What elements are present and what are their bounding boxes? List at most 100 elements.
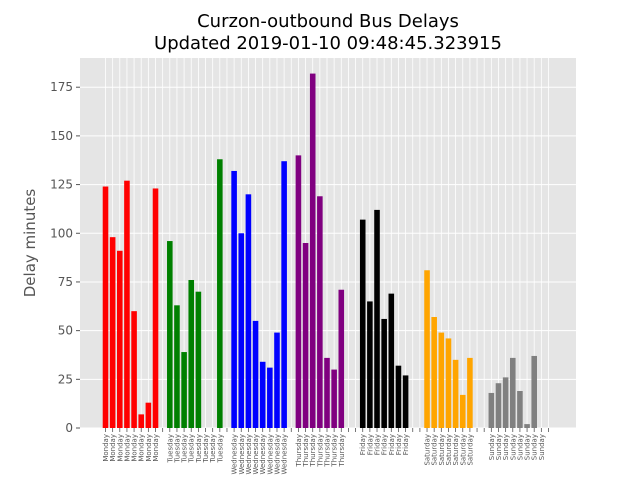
x-tick-label: Wednesday <box>252 434 260 475</box>
x-tick-label: Wednesday <box>245 434 253 475</box>
x-tick-label: Saturday <box>424 434 432 466</box>
bar-wednesday <box>231 170 237 428</box>
bar-wednesday <box>259 361 266 428</box>
bar-sunday <box>488 392 495 428</box>
chart-title-line2: Updated 2019-01-10 09:48:45.323915 <box>154 33 502 54</box>
bar-wednesday <box>252 320 259 428</box>
bar-sunday <box>502 377 509 428</box>
x-tick-label: Tuesday <box>202 434 210 463</box>
x-tick-label: Sunday <box>495 434 503 460</box>
y-tick-label: 100 <box>50 226 73 240</box>
x-tick-label: Wednesday <box>259 434 267 475</box>
bar-friday <box>359 219 366 428</box>
x-tick-label: Friday <box>395 434 403 455</box>
bar-wednesday <box>281 161 287 429</box>
x-tick-label: Sunday <box>524 434 532 460</box>
bar-friday <box>402 375 409 428</box>
x-tick-label: Tuesday <box>173 434 181 463</box>
x-tick-label: Tuesday <box>209 434 217 463</box>
bar-sunday <box>524 424 530 428</box>
x-tick-label: Sunday <box>516 434 524 460</box>
bar-saturday <box>431 317 437 428</box>
bar-friday <box>395 365 402 428</box>
x-tick-label: Sunday <box>538 434 546 460</box>
x-tick-label: Thursday <box>331 434 339 468</box>
x-tick-label: Sunday <box>509 434 517 460</box>
bar-tuesday <box>181 352 187 428</box>
x-tick-label: Friday <box>359 434 367 455</box>
x-tick-label: Friday <box>374 434 382 455</box>
x-tick-label: Sunday <box>502 434 510 460</box>
bar-thursday <box>295 155 302 429</box>
bar-tuesday <box>217 159 223 428</box>
x-tick-label: Tuesday <box>181 434 189 463</box>
x-tick-label: Thursday <box>316 434 324 468</box>
y-tick-label: 0 <box>65 421 73 435</box>
bar-monday <box>138 414 145 428</box>
bar-wednesday <box>267 367 273 428</box>
bar-group <box>102 73 537 429</box>
x-tick-label: Saturday <box>466 434 474 466</box>
x-tick-label: Thursday <box>338 434 346 468</box>
x-tick-label: Monday <box>131 434 139 462</box>
x-tick-label: Saturday <box>438 434 446 466</box>
bar-monday <box>109 237 116 428</box>
y-axis-label: Delay minutes <box>21 189 39 298</box>
y-tick-label: 75 <box>58 275 73 289</box>
x-tick-label: Friday <box>381 434 389 455</box>
x-tick-label: Thursday <box>295 434 303 468</box>
y-tick-label: 150 <box>50 129 73 143</box>
x-tick-label: Monday <box>123 434 131 462</box>
bar-monday <box>117 250 123 428</box>
bar-sunday <box>509 357 516 428</box>
bar-monday <box>152 188 159 428</box>
x-tick-label: Wednesday <box>281 434 289 475</box>
bar-tuesday <box>188 280 195 428</box>
bar-friday <box>388 293 395 428</box>
x-tick-label: Friday <box>402 434 410 455</box>
bar-friday <box>367 301 373 428</box>
y-tick-label: 175 <box>50 80 73 94</box>
bar-sunday <box>495 383 502 428</box>
x-axis-ticks: Monday Monday Monday Monday Monday Monday Mond… <box>102 428 549 475</box>
x-tick-label: Thursday <box>324 434 332 468</box>
x-tick-label: Sunday <box>531 434 539 460</box>
bar-monday <box>131 311 137 428</box>
x-tick-label: Wednesday <box>231 434 239 475</box>
x-tick-label: Thursday <box>309 434 317 468</box>
x-tick-label: Wednesday <box>238 434 246 475</box>
x-tick-label: Monday <box>145 434 153 462</box>
bar-thursday <box>302 243 309 428</box>
x-tick-label: Saturday <box>459 434 467 466</box>
x-tick-label: Tuesday <box>166 434 174 463</box>
bar-saturday <box>452 359 459 428</box>
x-tick-label: Sunday <box>488 434 496 460</box>
bar-wednesday <box>274 332 280 428</box>
bar-saturday <box>445 338 452 428</box>
x-tick-label: Wednesday <box>266 434 274 475</box>
bar-monday <box>145 402 152 428</box>
bar-tuesday <box>167 241 173 428</box>
bar-thursday <box>309 73 316 428</box>
x-tick-label: Monday <box>138 434 146 462</box>
chart-title-line1: Curzon-outbound Bus Delays <box>197 11 459 32</box>
bar-monday <box>102 186 109 428</box>
x-tick-label: Monday <box>109 434 117 462</box>
y-tick-label: 50 <box>58 324 73 338</box>
x-tick-label: Tuesday <box>216 434 224 463</box>
x-tick-label: Tuesday <box>188 434 196 463</box>
x-tick-label: Friday <box>388 434 396 455</box>
y-axis-ticks: 0 25 50 75 100 125 150 175 <box>50 80 80 435</box>
bar-sunday <box>531 355 537 428</box>
x-tick-label: Monday <box>152 434 160 462</box>
bar-thursday <box>331 369 337 428</box>
x-tick-label: Thursday <box>302 434 310 468</box>
bar-wednesday <box>245 194 252 428</box>
bar-saturday <box>467 357 473 428</box>
x-tick-label: Wednesday <box>273 434 281 475</box>
x-tick-label: Saturday <box>431 434 439 466</box>
bar-tuesday <box>174 305 180 428</box>
bar-monday <box>124 180 130 428</box>
bar-thursday <box>338 289 345 428</box>
